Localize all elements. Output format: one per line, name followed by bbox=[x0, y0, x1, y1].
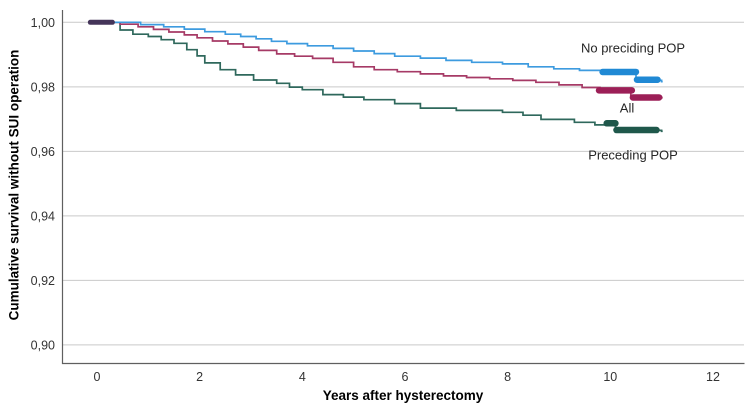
x-tick-label: 0 bbox=[94, 370, 101, 384]
x-tick-label: 10 bbox=[603, 370, 617, 384]
x-tick-label: 2 bbox=[196, 370, 203, 384]
survival-curve-preceding-pop bbox=[97, 21, 663, 133]
x-tick-label: 8 bbox=[504, 370, 511, 384]
y-tick-label: 1,00 bbox=[31, 16, 55, 30]
y-tick-label: 0,96 bbox=[31, 145, 55, 159]
survival-curve-no-preciding-pop bbox=[97, 21, 663, 83]
series-label-preceding-pop: Preceding POP bbox=[588, 147, 678, 163]
survival-curve-all bbox=[97, 21, 663, 99]
x-tick-label: 12 bbox=[706, 370, 720, 384]
series-label-no-preciding-pop: No preciding POP bbox=[580, 40, 686, 56]
y-tick-label: 0,98 bbox=[31, 80, 55, 94]
y-tick-label: 0,92 bbox=[31, 274, 55, 288]
x-tick-label: 6 bbox=[402, 370, 409, 384]
y-axis-title: Cumulative survival without SUI operatio… bbox=[6, 49, 22, 321]
y-tick-label: 0,94 bbox=[31, 209, 55, 223]
axis-lines bbox=[61, 10, 745, 365]
y-tick-label: 0,90 bbox=[31, 338, 55, 352]
series-label-all: All bbox=[619, 100, 635, 116]
x-tick-label: 4 bbox=[299, 370, 306, 384]
x-axis-title: Years after hysterectomy bbox=[322, 388, 484, 403]
